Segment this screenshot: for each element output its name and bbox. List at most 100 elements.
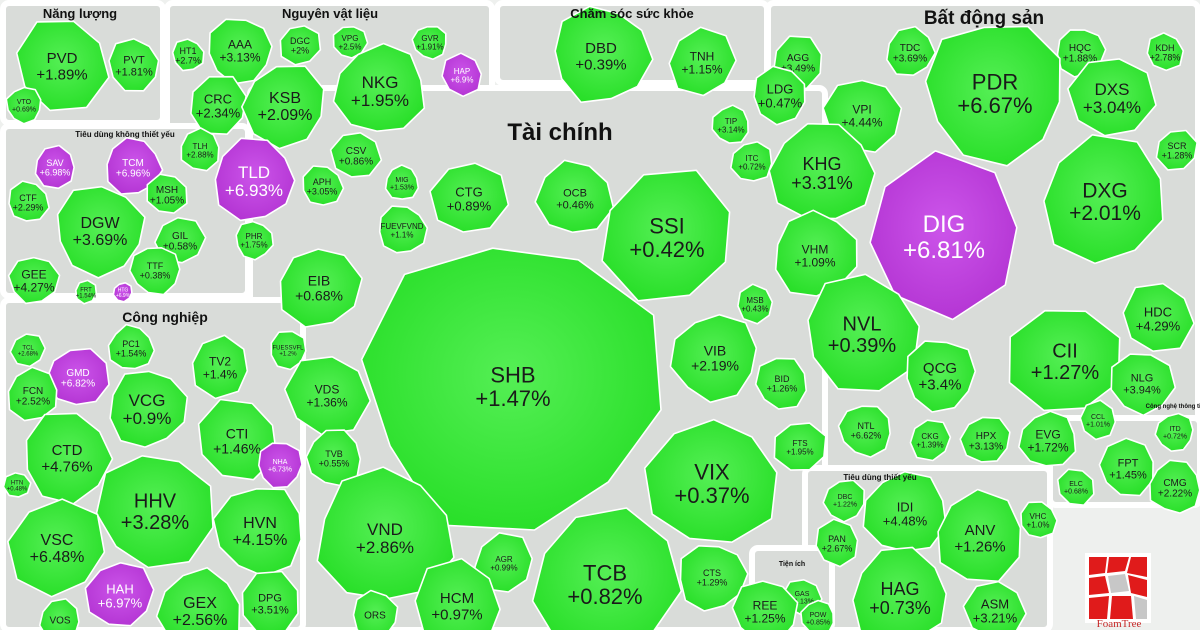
stock-shape-msh[interactable] [146, 173, 188, 214]
stock-shape-asm[interactable] [962, 580, 1027, 630]
stock-shape-tnh[interactable] [668, 26, 737, 97]
stock-shape-vnd[interactable] [316, 466, 455, 600]
stock-shape-shb[interactable] [360, 247, 662, 531]
stock-shape-ree[interactable] [731, 580, 799, 630]
stock-shape-pvt[interactable] [108, 37, 160, 92]
stock-shape-vos[interactable] [38, 597, 80, 630]
stock-shape-hpx[interactable] [959, 416, 1011, 463]
stock-cell-tlh[interactable]: TLH+2.88% [180, 127, 220, 172]
stock-shape-nlg[interactable] [1110, 353, 1177, 417]
stock-shape-ttf[interactable] [129, 247, 181, 296]
group-title-tien-ich: Tiện ích [779, 561, 805, 568]
stock-shape-gmd[interactable] [45, 347, 110, 406]
stock-shape-nha[interactable] [257, 442, 303, 489]
stock-shape-dgc[interactable] [279, 25, 322, 66]
stock-shape-ssi[interactable] [601, 169, 731, 302]
stock-shape-dbc[interactable] [822, 479, 866, 523]
stock-shape-evg[interactable] [1017, 410, 1077, 467]
stock-shape-fuessvfl[interactable] [270, 330, 307, 371]
group-title-cham-soc-suc-khoe: Chăm sóc sức khỏe [570, 6, 694, 21]
stock-shape-tvb[interactable] [305, 429, 362, 487]
stock-shape-bid[interactable] [754, 357, 808, 410]
stock-shape-nkg[interactable] [332, 42, 426, 132]
stock-shape-vds[interactable] [283, 355, 372, 436]
stock-shape-ntl[interactable] [837, 405, 891, 458]
stock-shape-vhc[interactable] [1020, 501, 1058, 539]
stock-shape-tdc[interactable] [885, 25, 937, 76]
stock-shape-dxs[interactable] [1067, 58, 1157, 137]
stock-shape-tld[interactable] [214, 137, 296, 222]
stock-shape-ksb[interactable] [241, 65, 325, 150]
stock-shape-anv[interactable] [937, 488, 1022, 583]
stock-shape-tip[interactable] [711, 104, 749, 144]
stock-shape-tv2[interactable] [191, 334, 249, 400]
stock-shape-dgw[interactable] [56, 185, 146, 279]
group-titles: Năng lượng Nguyên vật liệu Chăm sóc sức kh… [43, 6, 1200, 568]
stock-shape-gee[interactable] [7, 256, 61, 305]
stock-shape-pvd[interactable] [15, 20, 110, 112]
stock-shape-hag[interactable] [852, 546, 948, 630]
stock-shape-fuevfvnd[interactable] [378, 205, 429, 254]
stock-shape-hcm[interactable] [414, 557, 501, 630]
stock-shape-gex[interactable] [155, 566, 241, 630]
stock-shape-cmg[interactable] [1149, 459, 1200, 514]
stock-shape-cti[interactable] [197, 398, 278, 481]
stock-shape-ldg[interactable] [753, 65, 806, 126]
stock-shape-htg[interactable] [112, 281, 133, 303]
stock-shape-mig[interactable] [384, 164, 420, 200]
stock-shape-gvr[interactable] [411, 25, 447, 61]
stock-shape-csv[interactable] [329, 132, 383, 178]
stock-shape-fts[interactable] [773, 422, 827, 471]
stock-shape-htn[interactable] [2, 472, 32, 498]
stock-shape-ors[interactable] [352, 589, 399, 630]
stock-shape-frt[interactable] [75, 279, 98, 305]
stock-shape-pow[interactable] [800, 599, 835, 630]
stock-shape-fcn[interactable] [7, 366, 58, 422]
stock-shape-pdr[interactable] [924, 25, 1061, 167]
stock-shape-vib[interactable] [669, 313, 758, 404]
stock-shape-dxg[interactable] [1043, 134, 1164, 265]
stock-shape-vto[interactable] [5, 86, 42, 125]
stock-shape-ccl[interactable] [1079, 399, 1117, 441]
stock-shape-pc1[interactable] [107, 323, 156, 370]
stock-shape-dig[interactable] [869, 150, 1018, 321]
stock-shape-kdh[interactable] [1146, 32, 1185, 72]
stock-shape-qcg[interactable] [906, 340, 977, 413]
stock-shape-tcb[interactable] [531, 507, 683, 630]
stock-shape-aph[interactable] [302, 165, 345, 206]
stock-shape-eib[interactable] [279, 248, 363, 328]
stock-shape-tcl[interactable] [9, 333, 47, 368]
stock-shape-hhv[interactable] [95, 454, 214, 569]
stock-cell-dpg[interactable]: DPG+3.51% [241, 570, 299, 630]
stock-shape-ctf[interactable] [8, 180, 50, 222]
stock-shape-msb[interactable] [737, 283, 774, 325]
stock-shape-ocb[interactable] [534, 159, 615, 234]
stock-shape-elc[interactable] [1056, 468, 1095, 507]
stock-shape-pan[interactable] [815, 518, 859, 568]
stock-shape-scr[interactable] [1155, 129, 1198, 171]
stock-shape-itd[interactable] [1154, 412, 1194, 453]
stock-shape-tlh[interactable] [180, 127, 220, 172]
stock-shape-crc[interactable] [190, 75, 247, 135]
group-title-cong-nghe-thong-tin: Công nghệ thông tin [1146, 404, 1200, 410]
stock-shape-fpt[interactable] [1098, 437, 1154, 497]
stock-shape-vhm[interactable] [774, 209, 858, 297]
stock-shape-hdc[interactable] [1122, 282, 1195, 353]
stock-shape-tcm[interactable] [106, 136, 164, 195]
stock-shape-nvl[interactable] [807, 273, 921, 392]
stock-shape-vix[interactable] [643, 418, 778, 544]
stock-shape-aaa[interactable] [208, 18, 273, 85]
stock-shape-itc[interactable] [729, 141, 773, 182]
stock-shape-hap[interactable] [441, 52, 483, 98]
stock-shape-ckg[interactable] [909, 419, 952, 462]
stock-shape-dbd[interactable] [554, 5, 654, 104]
stock-shape-dpg[interactable] [241, 570, 299, 630]
stock-shape-hvn[interactable] [212, 487, 302, 578]
stock-shape-ht1[interactable] [171, 38, 205, 72]
stock-shape-phr[interactable] [235, 220, 275, 261]
stock-shape-sav[interactable] [34, 144, 75, 190]
stock-shape-vcg[interactable] [109, 370, 189, 448]
stock-shape-hah[interactable] [84, 561, 155, 627]
stock-shape-vsc[interactable] [7, 498, 106, 598]
stock-shape-ctg[interactable] [429, 162, 510, 233]
